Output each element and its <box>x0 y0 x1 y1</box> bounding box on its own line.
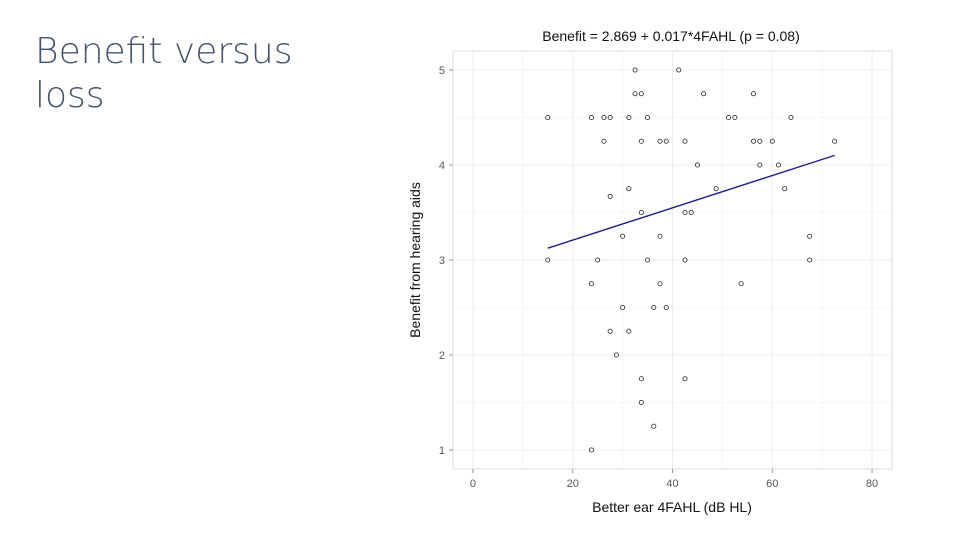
data-point <box>738 281 744 287</box>
data-point <box>726 115 732 121</box>
data-point <box>626 328 632 334</box>
data-point <box>651 423 657 429</box>
data-point <box>757 162 763 168</box>
data-point <box>732 115 738 121</box>
data-point <box>595 257 601 263</box>
data-point <box>607 328 613 334</box>
data-point <box>638 399 644 405</box>
data-point <box>651 304 657 310</box>
data-point <box>682 376 688 382</box>
data-point <box>682 138 688 144</box>
data-points <box>545 67 838 453</box>
data-point <box>607 115 613 121</box>
x-tick-label: 0 <box>470 478 476 490</box>
data-point <box>788 115 794 121</box>
data-point <box>676 67 682 73</box>
regression-line <box>547 154 835 249</box>
data-point <box>682 257 688 263</box>
data-point <box>545 257 551 263</box>
data-point <box>713 186 719 192</box>
data-point <box>620 233 626 239</box>
data-point <box>632 91 638 97</box>
data-point <box>663 304 669 310</box>
data-point <box>701 91 707 97</box>
data-point <box>601 138 607 144</box>
data-point <box>645 115 651 121</box>
data-point <box>588 115 594 121</box>
x-axis-title: Better ear 4FAHL (dB HL) <box>592 499 752 515</box>
y-tick-label: 4 <box>439 160 445 172</box>
y-axis-title: Benefit from hearing aids <box>407 182 423 338</box>
y-tick-label: 2 <box>439 350 445 362</box>
data-point <box>601 115 607 121</box>
slide-title: Benefit versus loss <box>35 31 293 116</box>
data-point <box>757 138 763 144</box>
data-point <box>663 138 669 144</box>
data-point <box>657 281 663 287</box>
data-point <box>588 281 594 287</box>
data-point <box>776 162 782 168</box>
data-point <box>807 257 813 263</box>
data-point <box>638 138 644 144</box>
x-tick-label: 80 <box>866 478 878 490</box>
data-point <box>688 209 694 215</box>
data-point <box>751 91 757 97</box>
data-point <box>782 186 788 192</box>
data-point <box>638 209 644 215</box>
chart-title: Benefit = 2.869 + 0.017*4FAHL (p = 0.08) <box>542 28 800 44</box>
data-point <box>657 138 663 144</box>
data-point <box>632 67 638 73</box>
data-point <box>545 115 551 121</box>
x-tick-label: 40 <box>666 478 678 490</box>
data-point <box>694 162 700 168</box>
data-point <box>832 138 838 144</box>
data-point <box>657 233 663 239</box>
data-point <box>620 304 626 310</box>
x-tick-label: 20 <box>567 478 579 490</box>
grid-lines <box>453 51 892 469</box>
y-tick-label: 1 <box>439 445 445 457</box>
data-point <box>607 193 613 199</box>
data-point <box>769 138 775 144</box>
y-tick-label: 5 <box>439 65 445 77</box>
data-point <box>682 209 688 215</box>
data-point <box>751 138 757 144</box>
data-point <box>638 376 644 382</box>
x-tick-label: 60 <box>766 478 778 490</box>
y-tick-label: 3 <box>439 255 445 267</box>
data-point <box>626 115 632 121</box>
data-point <box>613 352 619 358</box>
data-point <box>626 186 632 192</box>
data-point <box>645 257 651 263</box>
tick-labels: 0 20 40 60 80 1 2 3 4 5 <box>439 65 878 490</box>
data-point <box>588 447 594 453</box>
data-point <box>807 233 813 239</box>
data-point <box>638 91 644 97</box>
